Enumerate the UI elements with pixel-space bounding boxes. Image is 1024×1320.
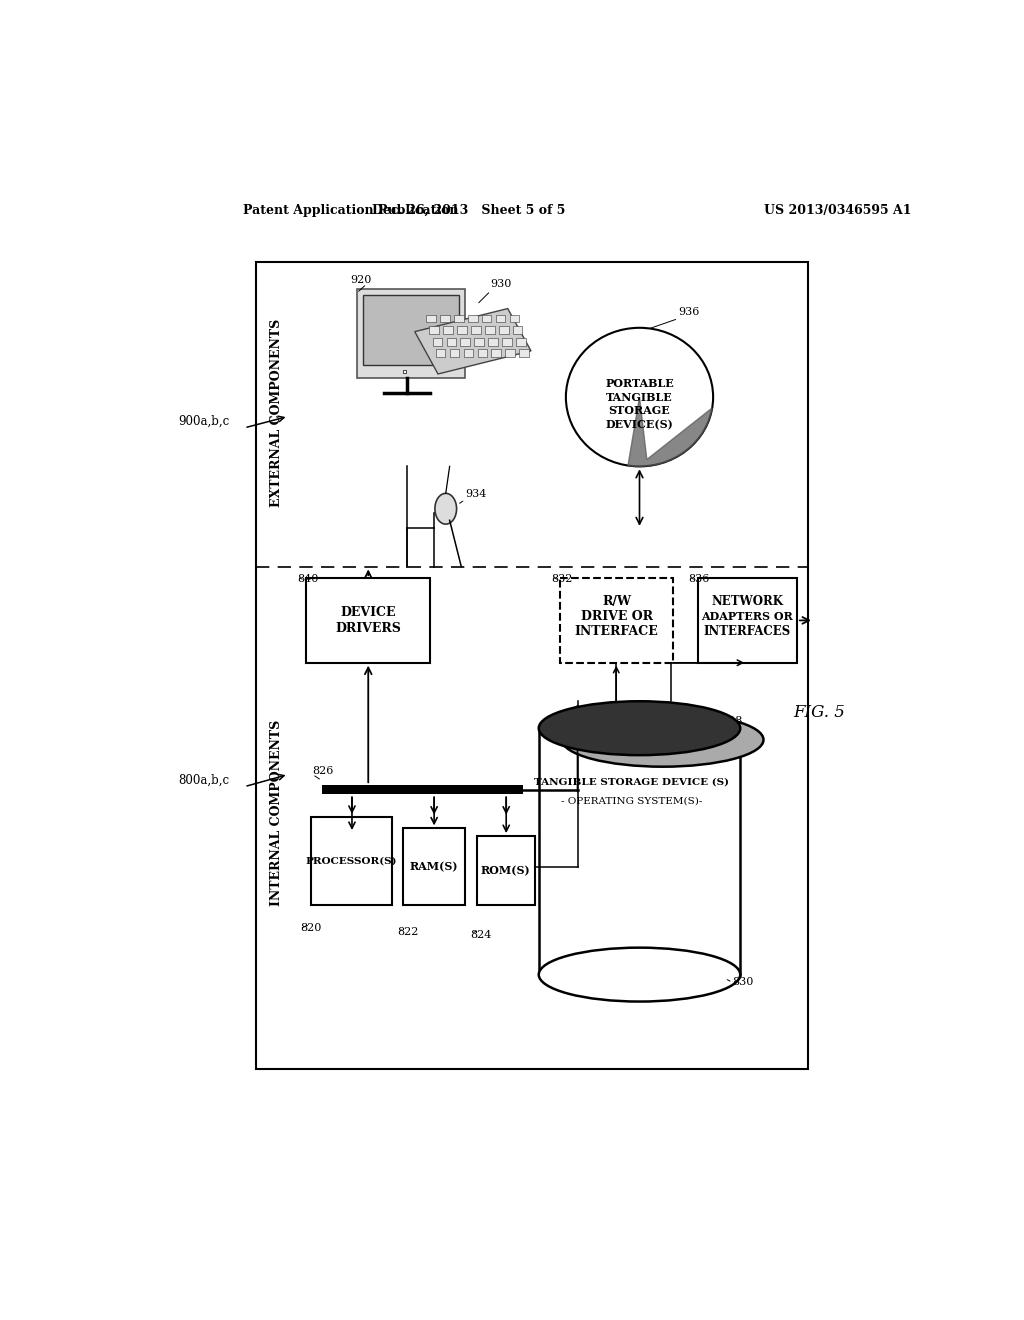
Bar <box>403 829 465 906</box>
Bar <box>429 326 438 334</box>
Bar <box>485 326 495 334</box>
Bar <box>513 326 522 334</box>
Text: PROCESSOR(S): PROCESSOR(S) <box>306 857 397 866</box>
Bar <box>461 338 470 346</box>
Bar <box>492 350 501 358</box>
Text: 934: 934 <box>465 490 486 499</box>
Bar <box>560 578 673 663</box>
Bar <box>697 578 797 663</box>
Bar <box>482 314 492 322</box>
Text: DRIVE OR: DRIVE OR <box>581 610 652 623</box>
Text: 836: 836 <box>688 574 710 585</box>
Bar <box>458 326 467 334</box>
Text: TANGIBLE STORAGE DEVICE (S): TANGIBLE STORAGE DEVICE (S) <box>535 777 729 787</box>
Bar <box>464 350 473 358</box>
Text: 826: 826 <box>312 766 334 776</box>
Text: DEVICE: DEVICE <box>341 606 396 619</box>
Bar <box>477 836 535 906</box>
Text: R/W: R/W <box>602 594 631 607</box>
Text: INTERFACE: INTERFACE <box>574 626 658 639</box>
Bar <box>468 314 477 322</box>
Polygon shape <box>628 397 713 466</box>
Text: - OPERATING SYSTEM(S)-: - OPERATING SYSTEM(S)- <box>561 797 702 805</box>
Text: 820: 820 <box>300 924 322 933</box>
Text: 832: 832 <box>551 574 572 585</box>
Text: 800a,b,c: 800a,b,c <box>178 774 229 787</box>
Text: 840: 840 <box>297 574 318 585</box>
Bar <box>432 338 442 346</box>
Bar <box>471 326 480 334</box>
Bar <box>311 817 392 906</box>
Bar <box>446 338 456 346</box>
Text: ROM(S): ROM(S) <box>481 865 530 876</box>
Polygon shape <box>415 309 531 374</box>
Text: DRIVERS: DRIVERS <box>335 622 401 635</box>
Text: 920: 920 <box>350 275 372 285</box>
Bar <box>426 314 435 322</box>
Text: 830: 830 <box>732 977 754 987</box>
Text: STORAGE: STORAGE <box>608 405 671 417</box>
Bar <box>362 296 459 364</box>
Text: Dec. 26, 2013   Sheet 5 of 5: Dec. 26, 2013 Sheet 5 of 5 <box>373 205 565 218</box>
Bar <box>516 338 525 346</box>
Bar <box>256 263 809 1069</box>
Bar <box>477 350 486 358</box>
Text: EXTERNAL COMPONENTS: EXTERNAL COMPONENTS <box>270 318 284 507</box>
Bar <box>322 785 523 795</box>
Text: INTERNAL COMPONENTS: INTERNAL COMPONENTS <box>270 719 284 906</box>
Bar <box>356 289 465 378</box>
Text: US 2013/0346595 A1: US 2013/0346595 A1 <box>764 205 911 218</box>
Text: 828: 828 <box>721 715 742 726</box>
Ellipse shape <box>435 494 457 524</box>
Text: INTERFACES: INTERFACES <box>703 626 791 639</box>
Bar <box>503 338 512 346</box>
Text: NETWORK: NETWORK <box>712 594 783 607</box>
Text: 936: 936 <box>678 306 699 317</box>
Bar <box>474 338 483 346</box>
Bar <box>403 370 407 374</box>
Bar <box>496 314 506 322</box>
Bar <box>443 326 453 334</box>
Ellipse shape <box>566 327 713 466</box>
Bar <box>435 350 445 358</box>
Ellipse shape <box>539 948 740 1002</box>
Text: ADAPTERS OR: ADAPTERS OR <box>701 611 794 622</box>
Ellipse shape <box>539 701 740 755</box>
Bar <box>488 338 498 346</box>
Text: TANGIBLE: TANGIBLE <box>606 392 673 403</box>
Text: PORTABLE: PORTABLE <box>605 378 674 388</box>
Text: 824: 824 <box>471 929 492 940</box>
Bar <box>519 350 528 358</box>
Bar <box>306 578 430 663</box>
Text: Patent Application Publication: Patent Application Publication <box>243 205 458 218</box>
Text: 822: 822 <box>397 927 419 937</box>
Bar <box>510 314 519 322</box>
Bar <box>506 350 515 358</box>
Bar <box>440 314 450 322</box>
Bar <box>450 350 459 358</box>
Text: 930: 930 <box>490 279 512 289</box>
Text: DEVICE(S): DEVICE(S) <box>605 420 674 430</box>
Ellipse shape <box>562 713 764 767</box>
Bar <box>500 326 509 334</box>
Text: RAM(S): RAM(S) <box>410 861 459 873</box>
Text: 900a,b,c: 900a,b,c <box>178 416 229 428</box>
Text: FIG. 5: FIG. 5 <box>793 705 845 721</box>
Bar <box>455 314 464 322</box>
